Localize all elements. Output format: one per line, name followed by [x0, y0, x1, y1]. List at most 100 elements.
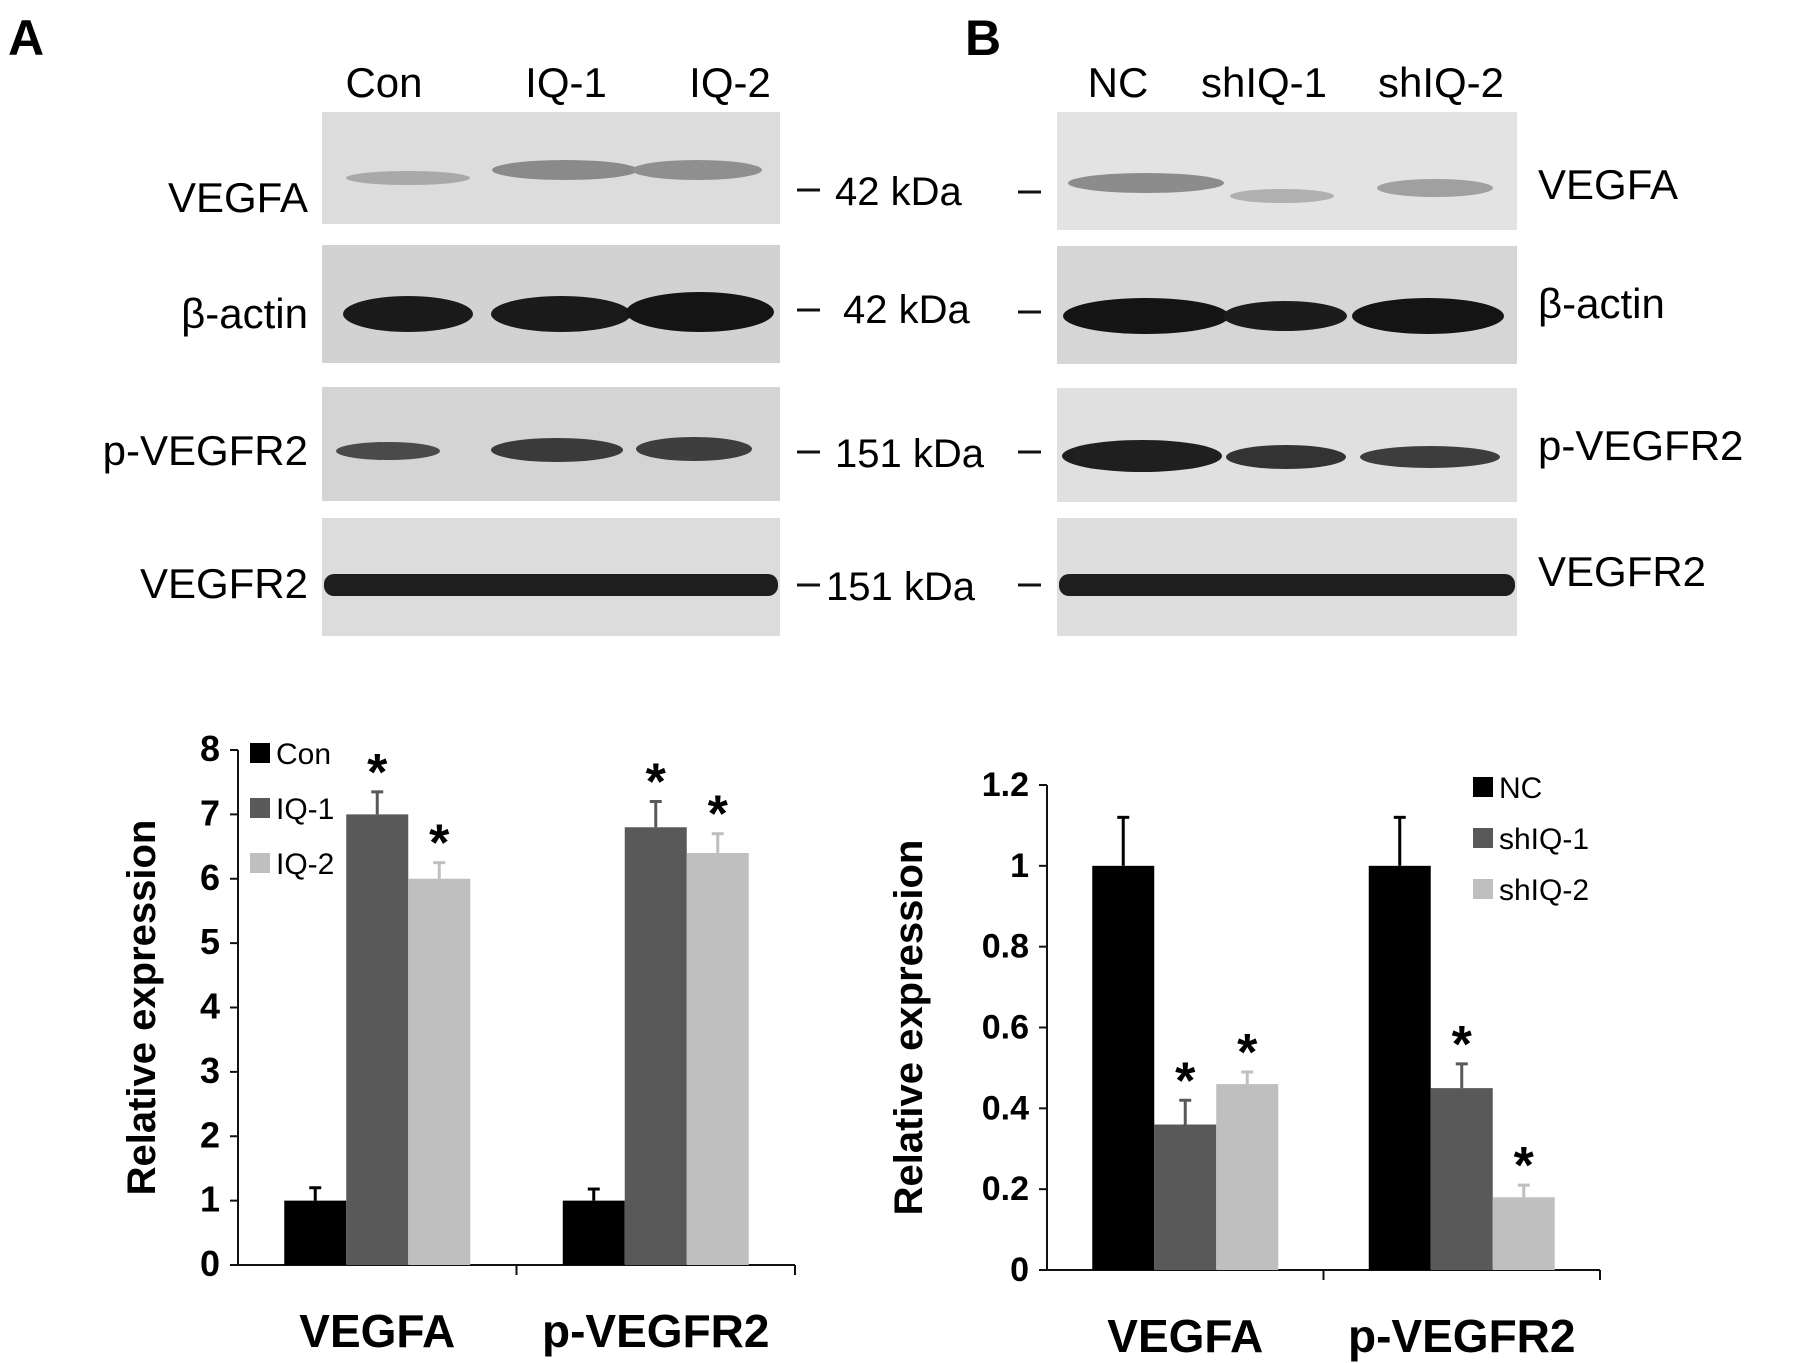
mw-label: 42 kDa [835, 170, 962, 214]
bar [1430, 1088, 1493, 1270]
bar [562, 1200, 625, 1265]
legend-swatch [1473, 828, 1493, 848]
y-tick-label: 0 [200, 1243, 220, 1284]
band [1062, 440, 1222, 472]
y-tick-label: 8 [200, 728, 220, 769]
x-tick-label: p-VEGFR2 [1348, 1310, 1575, 1362]
bar [408, 878, 471, 1265]
bar [686, 853, 749, 1265]
chart-a: 0 1 2 3 4 5 6 7 8 Relative expression VEGFA * * p-VEG… [120, 728, 796, 1357]
lane-label: IQ-1 [525, 59, 607, 106]
band [324, 574, 778, 596]
band [1223, 301, 1347, 331]
significance-mark: * [646, 754, 667, 812]
bar [624, 827, 687, 1265]
y-tick-label: 4 [200, 986, 220, 1027]
bar [1492, 1197, 1555, 1270]
y-tick-label: 0.6 [982, 1009, 1029, 1047]
band [492, 160, 638, 180]
legend-label: IQ-2 [276, 848, 334, 881]
band [1226, 445, 1346, 469]
band [632, 160, 762, 180]
band [1352, 298, 1504, 334]
y-tick-label: 7 [200, 792, 220, 833]
band-label: p-VEGFR2 [1538, 422, 1743, 469]
bar [284, 1200, 347, 1265]
x-tick-label: VEGFA [299, 1305, 455, 1357]
band [343, 296, 473, 332]
y-tick-label: 1 [200, 1179, 220, 1220]
y-tick-label: 5 [200, 921, 220, 962]
band [1360, 446, 1500, 468]
band [1377, 179, 1493, 197]
x-tick-label: VEGFA [1107, 1310, 1263, 1362]
significance-mark: * [708, 786, 729, 844]
band-label: β-actin [181, 290, 308, 337]
significance-mark: * [1175, 1052, 1196, 1110]
band-label: VEGFA [1538, 161, 1678, 208]
y-tick-label: 1 [1010, 847, 1029, 885]
y-axis-label: Relative expression [120, 820, 164, 1196]
y-tick-label: 0.2 [982, 1170, 1029, 1208]
significance-mark: * [367, 744, 388, 802]
band-label: p-VEGFR2 [103, 427, 308, 474]
legend-label: shIQ-2 [1499, 874, 1589, 907]
legend-label: NC [1499, 772, 1542, 805]
band [1068, 173, 1224, 193]
blot-a: Con IQ-1 IQ-2 VEGFA β-actin p-VEGFR2 VEG… [103, 59, 1041, 636]
legend-label: shIQ-1 [1499, 823, 1589, 856]
bar [346, 814, 409, 1265]
band [1063, 298, 1229, 334]
band-label: VEGFA [168, 174, 308, 221]
band [1230, 189, 1334, 203]
y-tick-label: 6 [200, 857, 220, 898]
band [626, 292, 774, 332]
y-tick-label: 3 [200, 1050, 220, 1091]
lane-label: shIQ-2 [1378, 59, 1504, 106]
bar [1092, 865, 1155, 1270]
y-tick-label: 0.4 [982, 1089, 1029, 1127]
significance-mark: * [1514, 1137, 1535, 1195]
y-tick-label: 1.2 [982, 766, 1029, 804]
y-axis-label: Relative expression [887, 840, 931, 1216]
bar [1154, 1124, 1217, 1270]
band [1059, 574, 1515, 596]
y-tick-label: 0.8 [982, 928, 1029, 966]
band [491, 296, 631, 332]
significance-mark: * [1452, 1016, 1473, 1074]
y-tick-label: 2 [200, 1114, 220, 1155]
significance-mark: * [1237, 1024, 1258, 1082]
lane-label: Con [345, 59, 422, 106]
x-tick-label: p-VEGFR2 [542, 1305, 769, 1357]
panel-a-letter: A [8, 10, 44, 66]
panel-b-letter: B [965, 10, 1001, 66]
lane-label: shIQ-1 [1201, 59, 1327, 106]
lane-label: NC [1088, 59, 1149, 106]
blot-strip [1057, 112, 1517, 230]
y-tick-label: 0 [1010, 1251, 1029, 1289]
bar [1368, 865, 1431, 1270]
lane-label: IQ-2 [689, 59, 771, 106]
band [636, 437, 752, 461]
blot-b: NC shIQ-1 shIQ-2 VEGFA β-actin p-VEGFR2 … [1057, 59, 1743, 636]
legend-swatch [250, 853, 270, 873]
legend-swatch [250, 743, 270, 763]
band-label: VEGFR2 [1538, 548, 1706, 595]
mw-label: 42 kDa [843, 288, 970, 332]
significance-mark: * [429, 815, 450, 873]
legend-label: IQ-1 [276, 793, 334, 826]
band [336, 442, 440, 460]
band [346, 171, 470, 185]
mw-label: 151 kDa [835, 432, 985, 476]
band-label: β-actin [1538, 280, 1665, 327]
legend-swatch [1473, 777, 1493, 797]
mw-label: 151 kDa [826, 565, 976, 609]
bar [1216, 1084, 1279, 1270]
legend-label: Con [276, 738, 331, 771]
chart-b: 0 0.2 0.4 0.6 0.8 1 1.2 Relative expression VEGF… [887, 766, 1601, 1362]
legend-swatch [1473, 879, 1493, 899]
band-label: VEGFR2 [140, 560, 308, 607]
band [491, 438, 623, 462]
legend-swatch [250, 798, 270, 818]
